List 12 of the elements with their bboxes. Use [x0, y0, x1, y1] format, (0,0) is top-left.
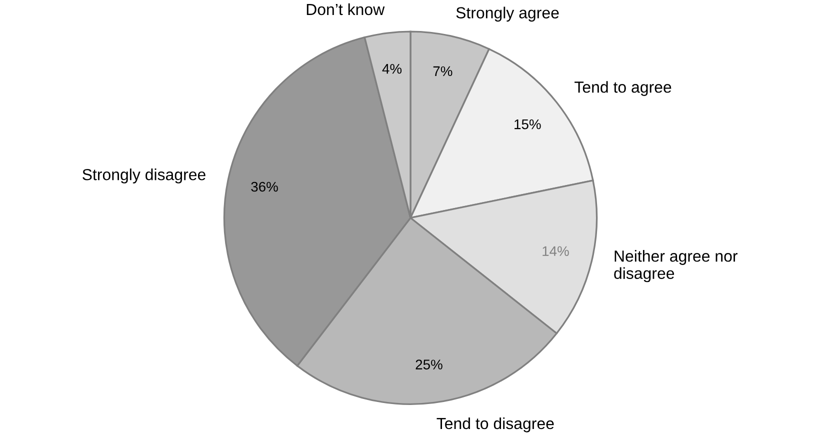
- data-label: 14%: [542, 246, 569, 256]
- data-label: 25%: [416, 360, 442, 370]
- slice-label: Tend to agree: [574, 81, 672, 96]
- slice-label: Strongly agree: [456, 6, 559, 22]
- slice-label: Neither agree nor disagree: [614, 250, 738, 282]
- slice-label: Don’t know: [306, 3, 385, 16]
- data-label: 7%: [433, 66, 452, 76]
- data-label: 4%: [382, 64, 402, 74]
- data-label: 15%: [514, 119, 541, 130]
- data-label: 36%: [251, 182, 278, 192]
- slice-label: Tend to disagree: [436, 417, 554, 432]
- slice-label: Strongly disagree: [82, 168, 206, 184]
